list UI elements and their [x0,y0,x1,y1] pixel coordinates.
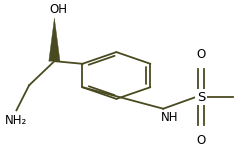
Text: O: O [196,48,205,61]
Polygon shape [49,18,60,61]
Text: NH₂: NH₂ [5,114,27,127]
Text: S: S [196,91,205,104]
Text: O: O [196,134,205,147]
Text: OH: OH [49,3,67,16]
Text: NH: NH [160,111,177,124]
